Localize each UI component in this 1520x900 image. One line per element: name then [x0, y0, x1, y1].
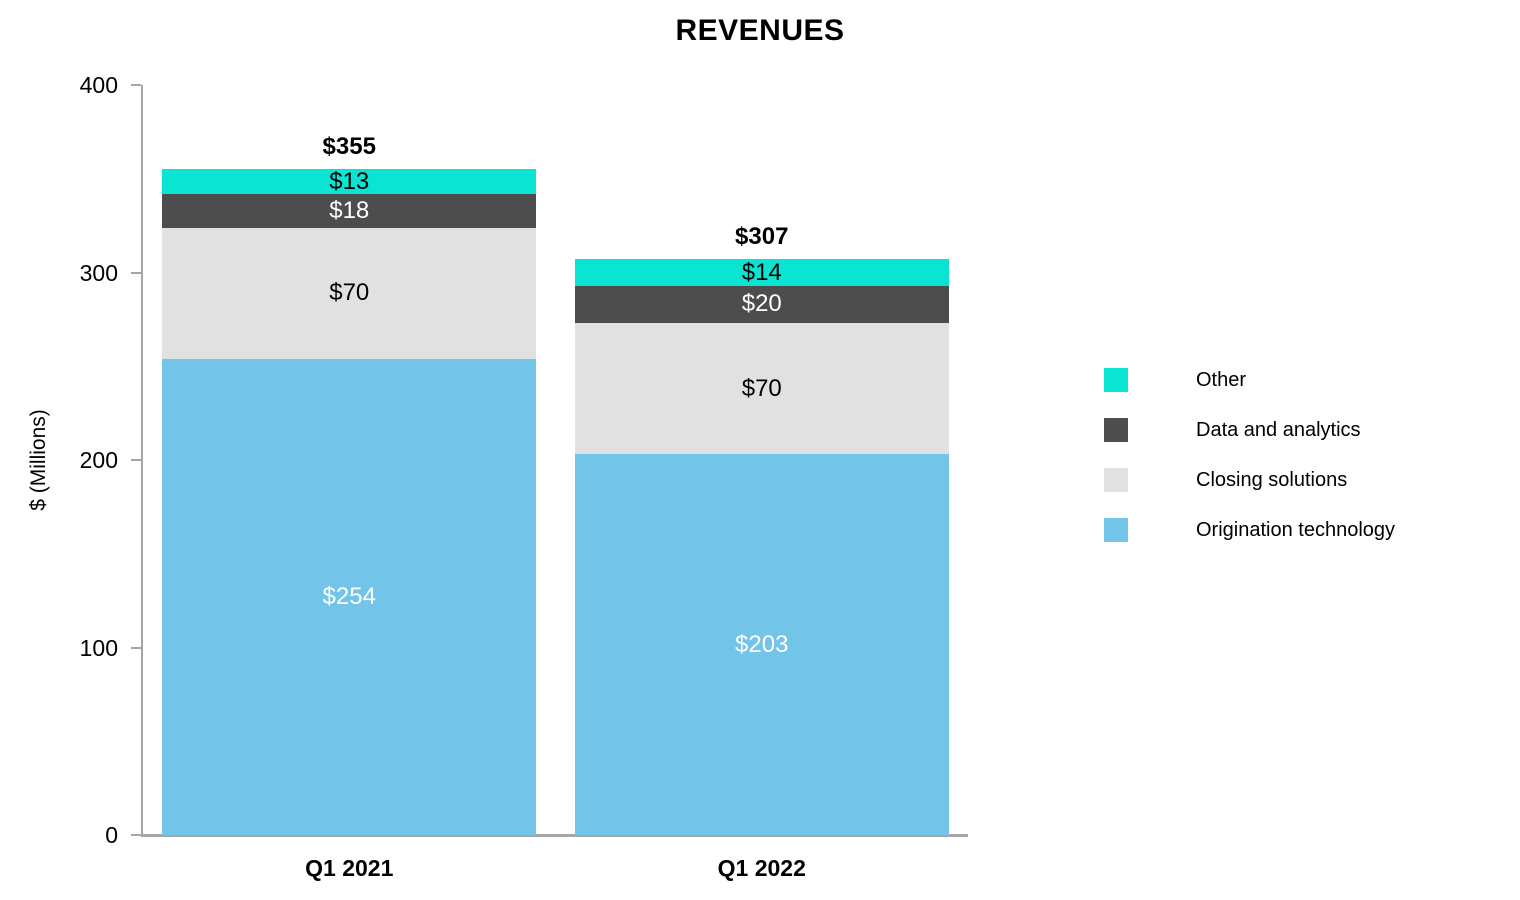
bar-segment-origination-technology: $254 — [162, 358, 537, 835]
legend-swatch — [1104, 418, 1128, 442]
bar-total-label: $355 — [322, 133, 376, 161]
bar-segment-closing-solutions: $70 — [162, 227, 537, 359]
bar-total-label: $307 — [735, 223, 789, 251]
y-tick-label: 100 — [79, 634, 118, 661]
segment-value-label: $254 — [322, 582, 376, 610]
y-tick-label: 300 — [79, 259, 118, 286]
bar-segment-data-and-analytics: $20 — [574, 285, 949, 324]
legend-swatch — [1104, 468, 1128, 492]
y-tick-label: 0 — [105, 822, 118, 848]
legend-row-data-and-analytics: Data and analytics — [1104, 405, 1395, 455]
y-tick-label: 400 — [79, 72, 118, 98]
y-tick-label: 200 — [79, 447, 118, 473]
segment-value-label: $20 — [741, 290, 782, 318]
segment-value-label: $70 — [741, 374, 782, 402]
segment-value-label: $70 — [329, 279, 370, 307]
y-tick-mark — [131, 84, 141, 86]
legend-row-closing-solutions: Closing solutions — [1104, 455, 1395, 505]
x-axis-line — [141, 834, 968, 837]
segment-value-label: $14 — [741, 258, 782, 286]
legend-label: Closing solutions — [1196, 468, 1348, 491]
legend-label: Origination technology — [1196, 518, 1396, 541]
bar-segment-origination-technology: $203 — [574, 454, 949, 835]
y-tick-mark — [131, 271, 141, 274]
segment-value-label: $13 — [329, 167, 370, 195]
legend-label: Other — [1196, 368, 1247, 391]
legend-label: Data and analytics — [1196, 418, 1361, 441]
x-axis-category-label: Q1 2021 — [305, 855, 394, 881]
legend-swatch — [1104, 518, 1128, 542]
legend-row-other: Other — [1104, 355, 1395, 405]
legend: Other Data and analytics Closing solutions… — [1104, 355, 1395, 555]
segment-value-label: $18 — [329, 196, 370, 224]
x-axis-category-label: Q1 2022 — [717, 855, 806, 881]
bar-segment-closing-solutions: $70 — [574, 323, 949, 455]
y-tick-mark — [131, 646, 141, 649]
chart-title: REVENUES — [675, 14, 845, 47]
segment-value-label: $203 — [735, 630, 789, 658]
y-tick-mark — [131, 834, 141, 836]
legend-row-origination-technology: Origination technology — [1104, 505, 1395, 555]
bar-segment-other: $13 — [162, 167, 537, 195]
y-axis-line — [141, 85, 143, 835]
bar-segment-data-and-analytics: $18 — [162, 193, 537, 228]
bar-segment-other: $14 — [574, 258, 949, 286]
legend-swatch — [1104, 368, 1128, 392]
y-tick-mark — [131, 459, 141, 461]
